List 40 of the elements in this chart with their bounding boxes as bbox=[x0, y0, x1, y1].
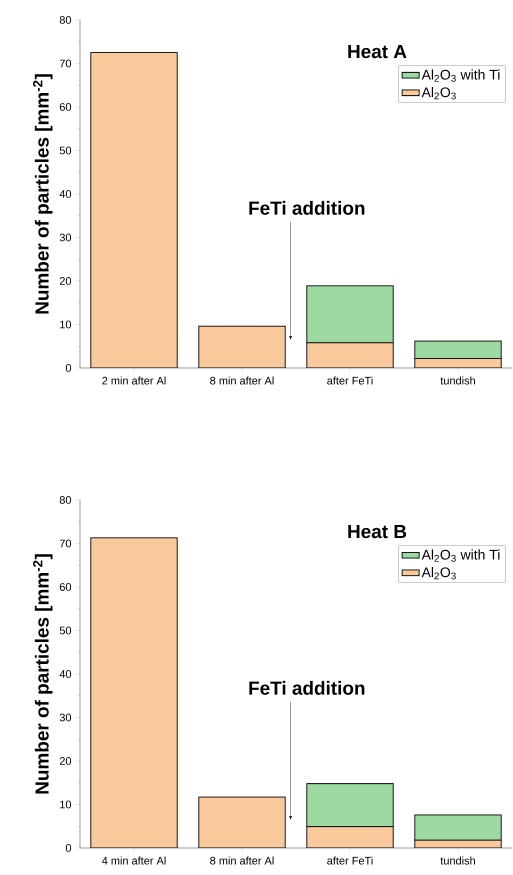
y-tick-label: 80 bbox=[60, 496, 72, 504]
bar bbox=[306, 783, 394, 828]
y-tick-label: 0 bbox=[66, 364, 72, 372]
legend-label: Al$_{2}$O$_{3}$ with Ti bbox=[422, 549, 500, 562]
y-tick-label: 40 bbox=[60, 190, 72, 198]
x-tick-label: 2 min after Al bbox=[102, 376, 166, 385]
x-tick-label: 8 min after Al bbox=[210, 376, 274, 385]
y-tick-label: 50 bbox=[60, 626, 72, 634]
y-tick-label: 0 bbox=[66, 844, 72, 852]
legend-label: Al$_{2}$O$_{3}$ bbox=[422, 86, 456, 100]
text: Heat B bbox=[348, 525, 406, 538]
x-tick-label: 8 min after Al bbox=[210, 856, 274, 865]
legend-label: Al$_{2}$O$_{3}$ bbox=[422, 567, 456, 580]
y-tick-label: 60 bbox=[60, 103, 72, 111]
y-axis-title: Number of particles [mm$^{-2}$] bbox=[33, 554, 52, 794]
x-tick-label: after FeTi bbox=[327, 376, 373, 385]
annotation: FeTi addition bbox=[249, 680, 364, 695]
y-tick-label: 40 bbox=[60, 670, 72, 678]
x-tick-label: tundish bbox=[440, 376, 475, 385]
legend-label: Al$_{2}$O$_{3}$ with Ti bbox=[422, 69, 500, 82]
y-tick-label: 20 bbox=[60, 757, 72, 765]
y-tick-label: 80 bbox=[60, 16, 72, 24]
y-tick-label: 70 bbox=[60, 540, 72, 548]
y-tick-label: 50 bbox=[60, 146, 72, 154]
y-tick-label: 20 bbox=[60, 277, 72, 285]
y-axis-title: Number of particles [mm$^{-2}$] bbox=[33, 74, 52, 314]
text: Heat A bbox=[348, 45, 406, 58]
x-tick-label: after FeTi bbox=[327, 856, 373, 865]
x-tick-label: tundish bbox=[440, 856, 475, 865]
y-tick-label: 30 bbox=[60, 714, 72, 722]
x-tick-label: 4 min after Al bbox=[102, 856, 166, 865]
bar bbox=[198, 796, 286, 848]
y-tick-label: 10 bbox=[60, 320, 72, 328]
y-tick-label: 10 bbox=[60, 800, 72, 808]
y-tick-label: 30 bbox=[60, 234, 72, 242]
y-tick-label: 60 bbox=[60, 583, 72, 591]
bar bbox=[306, 826, 394, 848]
y-tick-label: 70 bbox=[60, 60, 72, 68]
bar bbox=[90, 537, 178, 848]
annotation: FeTi addition bbox=[249, 200, 364, 215]
